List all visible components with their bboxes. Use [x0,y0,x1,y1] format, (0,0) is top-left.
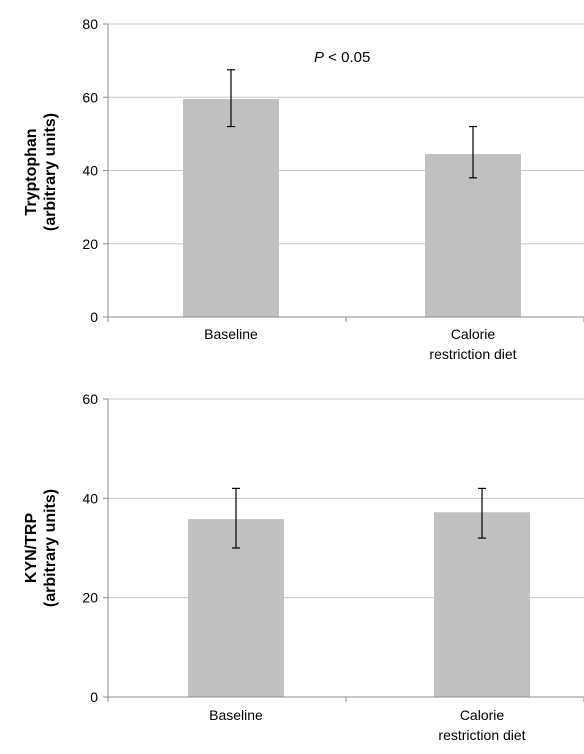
y-tick-label: 80 [82,16,98,32]
y-tick-label: 0 [90,309,98,325]
tryptophan-panel: 0 20 40 60 80 Baseline Calorie restriction diet… [23,16,584,362]
y-tick-label: 20 [82,236,98,252]
y-axis-label-line: Tryptophan [23,128,40,215]
category-label-line: restriction diet [429,346,516,362]
category-label-line: Calorie [451,326,496,342]
y-axis-label-line: KYN/TRP [23,513,40,584]
y-tick-label: 40 [82,163,98,179]
annotation-text: < 0.05 [324,49,370,66]
y-tick-label: 20 [82,590,98,606]
y-axis-label-line: (arbitrary units) [42,489,59,607]
kyn-trp-panel: 0 20 40 60 Baseline Calorie restriction diet KY… [23,391,584,743]
category-label: Baseline [204,326,258,342]
y-tick-label: 40 [82,490,98,506]
bar [425,154,521,317]
bar [188,519,284,697]
category-label: Calorie restriction diet [429,326,516,362]
y-axis-label: Tryptophan (arbitrary units) [23,113,59,231]
bar [183,99,279,317]
category-label-line: Baseline [204,326,258,342]
category-label: Calorie restriction diet [438,707,525,743]
y-axis-label: KYN/TRP (arbitrary units) [23,489,59,607]
y-tick-label: 60 [82,89,98,105]
y-axis-label-line: (arbitrary units) [42,113,59,231]
category-label-line: Calorie [460,707,505,723]
y-tick-label: 0 [90,689,98,705]
category-label-line: restriction diet [438,727,525,743]
category-label: Baseline [209,707,263,723]
category-label-line: Baseline [209,707,263,723]
bar [434,512,530,697]
y-tick-label: 60 [82,391,98,407]
annotation-italic: P [314,49,324,66]
significance-annotation: P < 0.05 [314,49,370,66]
